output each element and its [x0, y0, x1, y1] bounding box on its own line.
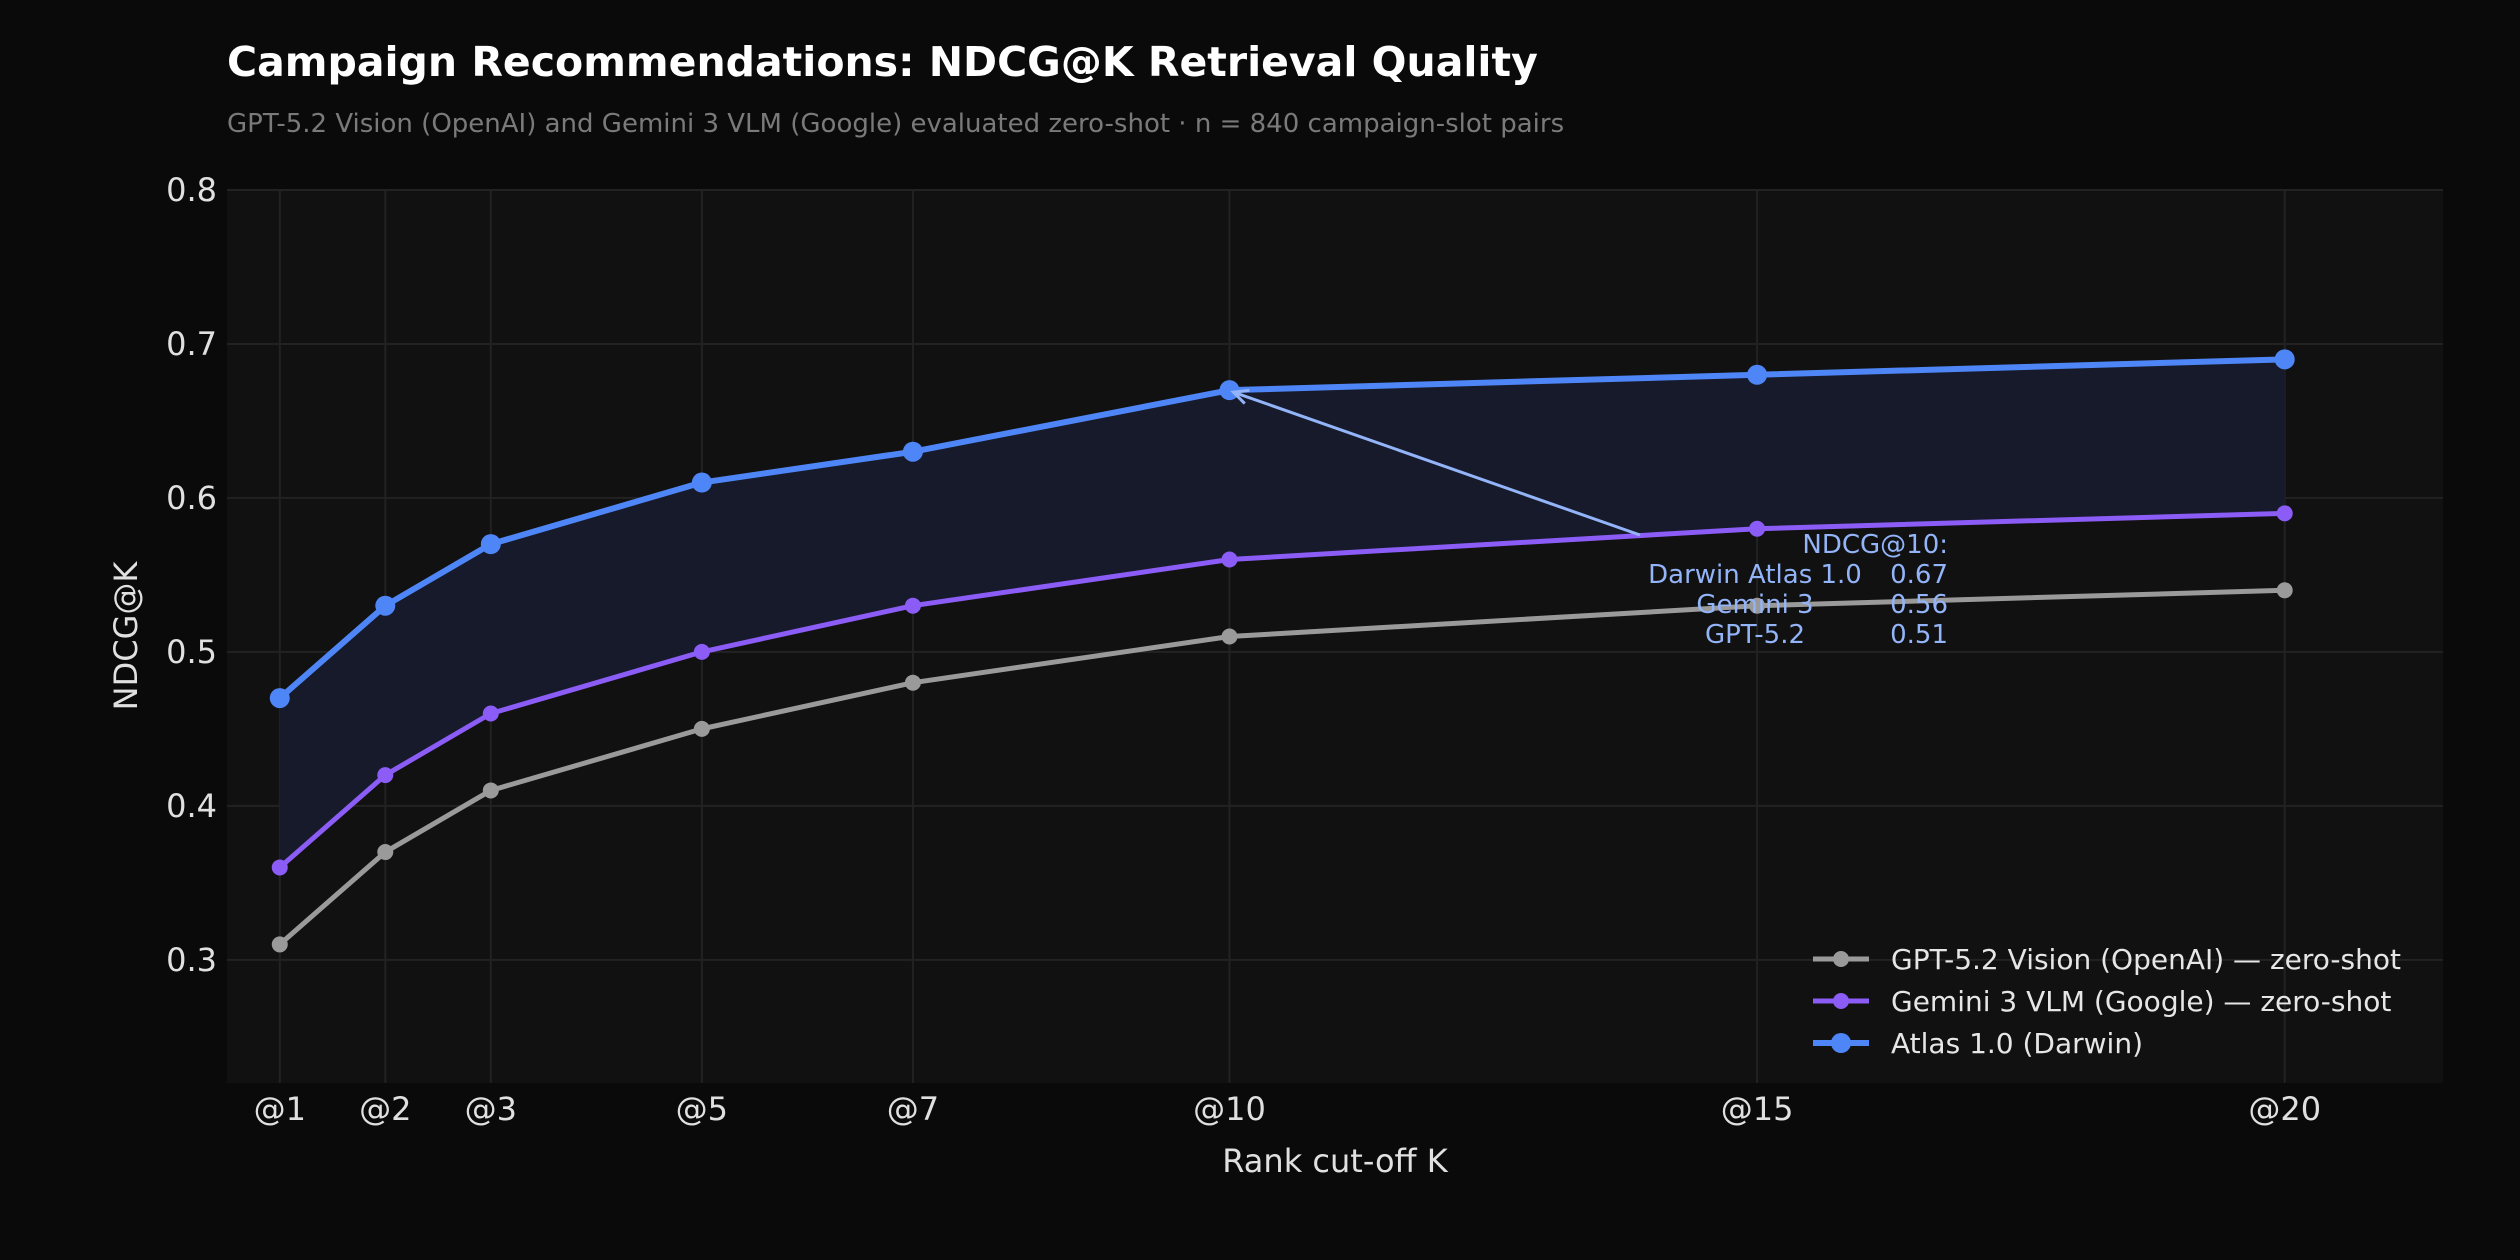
y-tick-label: 0.5 [166, 633, 217, 671]
annotation-value: 0.56 [1890, 590, 1948, 620]
data-point [271, 936, 288, 953]
legend-swatch-marker [1833, 951, 1849, 967]
annotation-header: NDCG@10: [1802, 530, 1948, 560]
y-tick-label: 0.7 [166, 325, 217, 363]
data-point [1747, 364, 1768, 385]
y-axis-label: NDCG@K [107, 561, 145, 711]
legend-label: GPT-5.2 Vision (OpenAI) — zero-shot [1891, 943, 2401, 976]
x-tick-label: @3 [465, 1090, 517, 1128]
x-tick-label: @15 [1721, 1090, 1794, 1128]
series-1 [271, 505, 2293, 876]
data-point [1749, 520, 1766, 537]
legend-label: Gemini 3 VLM (Google) — zero-shot [1891, 985, 2391, 1018]
legend-item: GPT-5.2 Vision (OpenAI) — zero-shot [1813, 943, 2401, 976]
data-point [377, 767, 394, 784]
series-line [278, 510, 2285, 870]
shaded-region [279, 359, 2285, 868]
annotation: NDCG@10: Darwin Atlas 1.0 0.67 Gemini 3 … [1230, 388, 1948, 650]
data-point [904, 674, 921, 691]
x-tick-label: @2 [359, 1090, 411, 1128]
series-line [277, 356, 2285, 701]
data-point [904, 597, 921, 614]
legend-label: Atlas 1.0 (Darwin) [1891, 1027, 2143, 1060]
y-tick-label: 0.4 [166, 787, 217, 825]
chart-subtitle: GPT-5.2 Vision (OpenAI) and Gemini 3 VLM… [227, 109, 1564, 139]
legend-swatch-marker [1831, 1033, 1851, 1053]
y-tick-label: 0.6 [166, 479, 217, 517]
data-point [482, 705, 499, 722]
legend-swatch-marker [1833, 993, 1849, 1009]
data-point [1221, 628, 1238, 645]
data-point [693, 643, 710, 660]
y-tick-label: 0.8 [166, 171, 217, 209]
annotation-label: Darwin Atlas 1.0 [1648, 560, 1862, 590]
annotation-value: 0.51 [1890, 620, 1948, 650]
legend: GPT-5.2 Vision (OpenAI) — zero-shot Gemin… [1813, 943, 2401, 1060]
x-tick-label: @1 [254, 1090, 306, 1128]
annotation-label: GPT-5.2 [1705, 620, 1805, 650]
data-point [271, 859, 288, 876]
data-point [375, 595, 396, 616]
legend-item: Atlas 1.0 (Darwin) [1813, 1027, 2143, 1060]
x-tick-label: @7 [887, 1090, 939, 1128]
data-point [1749, 597, 1766, 614]
x-tick-label: @5 [676, 1090, 728, 1128]
annotation-arrow [1232, 390, 1641, 537]
annotation-arrowhead [1230, 388, 1250, 405]
data-point [902, 441, 923, 462]
data-point [269, 688, 290, 709]
y-tick-label: 0.3 [166, 941, 217, 979]
series-line [278, 587, 2285, 947]
series-0 [271, 582, 2293, 953]
data-point [377, 844, 394, 861]
x-tick-label: @10 [1193, 1090, 1266, 1128]
chart-title: Campaign Recommendations: NDCG@K Retriev… [227, 38, 1538, 86]
data-point [2276, 582, 2293, 599]
data-point [482, 782, 499, 799]
annotation-value: 0.67 [1890, 560, 1948, 590]
data-point [480, 534, 501, 555]
legend-item: Gemini 3 VLM (Google) — zero-shot [1813, 985, 2391, 1018]
data-point [1221, 551, 1238, 568]
annotation-label: Gemini 3 [1696, 590, 1813, 620]
x-tick-label: @20 [2248, 1090, 2321, 1128]
data-point [2274, 349, 2295, 370]
data-point [691, 472, 712, 493]
x-axis-label: Rank cut-off K [1222, 1142, 1448, 1180]
data-point [2276, 505, 2293, 522]
data-point [693, 720, 710, 737]
